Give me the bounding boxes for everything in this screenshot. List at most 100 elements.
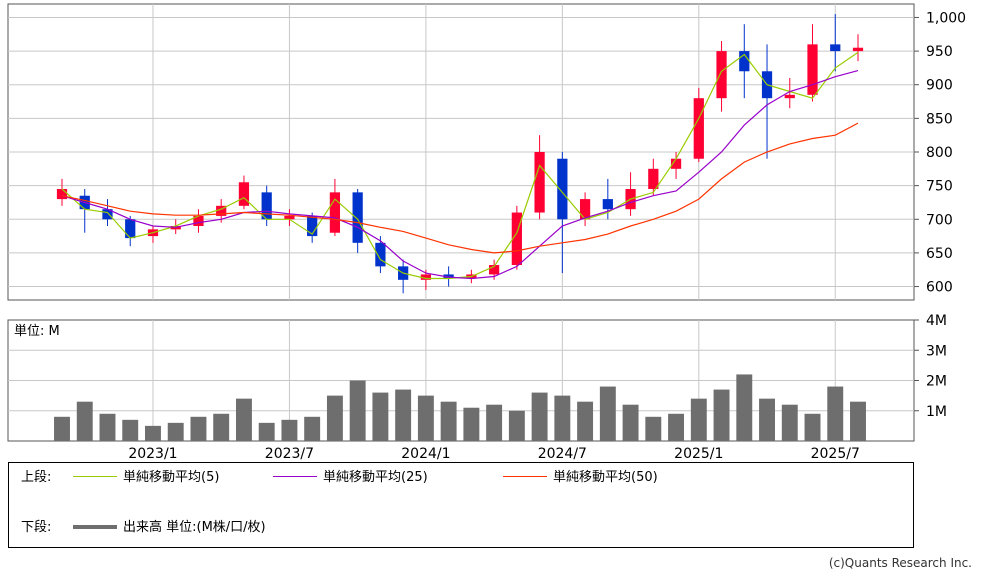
price-tick-label: 700 (926, 212, 953, 228)
volume-bar (508, 410, 525, 441)
candle-body (670, 158, 682, 169)
price-tick-label: 800 (926, 145, 953, 161)
ma50-line (61, 122, 859, 254)
candle-body (648, 168, 659, 189)
volume-tick-label: 3M (926, 343, 947, 359)
x-tick-label: 2025/7 (811, 446, 860, 462)
volume-bar (167, 422, 184, 441)
candle-body (375, 242, 386, 267)
x-tick-label: 2023/7 (265, 446, 314, 462)
x-tick-label: 2025/1 (674, 446, 723, 462)
volume-bar (622, 404, 639, 441)
x-tick-label: 2023/1 (128, 446, 177, 462)
volume-bar (668, 413, 685, 441)
volume-line-swatch (73, 524, 117, 529)
volume-bar (258, 422, 275, 441)
candle-body (102, 209, 113, 220)
legend-upper-label: 上段: (21, 470, 52, 485)
candle-body (693, 98, 704, 159)
volume-bar (395, 389, 412, 441)
volume-tick-label: 4M (926, 313, 947, 329)
x-tick-label: 2024/1 (401, 446, 450, 462)
candle-body (807, 44, 818, 95)
price-panel: 1,000 950 900 850 800 750 700 650 600 (7, 3, 966, 301)
ma5-line-swatch (73, 476, 117, 477)
candle-body (852, 47, 864, 52)
ma25-line-swatch (273, 476, 317, 477)
price-tick-label: 850 (926, 111, 953, 127)
legend-volume: 出来高 単位:(M株/口/枚) (73, 519, 266, 537)
volume-bar (235, 398, 252, 441)
volume-bar (190, 416, 207, 441)
price-tick-label: 650 (926, 246, 953, 262)
candle-body (739, 51, 750, 72)
legend-box: 上段: 単純移動平均(5) 単純移動平均(25) 単純移動平均(50) 下段: … (8, 462, 914, 548)
x-tick-label: 2024/7 (538, 446, 587, 462)
candle-body (238, 182, 250, 206)
volume-bar (531, 392, 548, 441)
candle-body (193, 215, 204, 226)
volume-bar (349, 380, 366, 441)
volume-bar (99, 413, 116, 441)
legend-ma5-label: 単純移動平均(5) (123, 470, 220, 485)
volume-bar (440, 401, 457, 441)
legend-ma50-label: 単純移動平均(50) (553, 470, 658, 485)
price-tick-label: 1,000 (926, 10, 966, 26)
volume-bar (759, 398, 775, 441)
candle-body (716, 51, 727, 99)
volume-bar (213, 413, 230, 441)
ma50-line-swatch (503, 476, 547, 477)
legend-ma5: 単純移動平均(5) (73, 469, 219, 487)
volume-bar (76, 401, 93, 441)
volume-bar (463, 407, 480, 441)
volume-bar (54, 416, 70, 441)
candle-body (284, 215, 295, 220)
candle-body (784, 94, 795, 99)
volume-bar (781, 404, 798, 441)
price-tick-label: 950 (926, 44, 953, 60)
volume-bar (827, 386, 844, 441)
volume-bar (804, 413, 821, 441)
volume-unit-label: 単位: M (14, 323, 60, 339)
price-tick-label: 600 (926, 280, 953, 296)
candle-body (56, 189, 68, 200)
legend-lower-label: 下段: (21, 520, 52, 535)
volume-bar (486, 404, 503, 441)
volume-panel: 2023/1 2023/7 2024/1 2024/7 2025/1 2025/7 4M 3M… (7, 313, 947, 462)
volume-bar (122, 419, 139, 441)
legend-ma50: 単純移動平均(50) (503, 469, 658, 487)
volume-bar (145, 425, 161, 441)
candle-body (511, 212, 522, 266)
candle-body (534, 152, 545, 213)
volume-bar (304, 416, 321, 441)
volume-bar (417, 395, 434, 441)
candle-body (830, 44, 841, 52)
volume-bar (645, 416, 662, 441)
volume-bar (599, 386, 616, 441)
candle-body (125, 219, 136, 239)
candle-body (488, 265, 500, 275)
volume-bar (577, 401, 594, 441)
volume-tick-label: 2M (926, 374, 947, 390)
volume-bar (736, 374, 753, 441)
ma25-line (61, 70, 859, 280)
volume-bar (690, 398, 707, 441)
candle-body (602, 199, 613, 210)
legend-ma25: 単純移動平均(25) (273, 469, 428, 487)
price-tick-label: 750 (926, 179, 953, 195)
volume-bar (554, 395, 571, 441)
candle-body (329, 192, 341, 233)
candle-body (261, 192, 272, 220)
volume-bar (372, 392, 389, 441)
copyright-text: (c)Quants Research Inc. (828, 556, 972, 570)
candle-body (443, 274, 454, 279)
price-tick-label: 900 (926, 78, 953, 94)
candle-body (352, 192, 363, 243)
volume-tick-label: 1M (926, 404, 947, 420)
volume-bar (281, 419, 298, 441)
volume-bar (850, 401, 866, 441)
volume-bar (713, 389, 730, 441)
legend-ma25-label: 単純移動平均(25) (323, 470, 428, 485)
volume-bar (326, 395, 343, 441)
